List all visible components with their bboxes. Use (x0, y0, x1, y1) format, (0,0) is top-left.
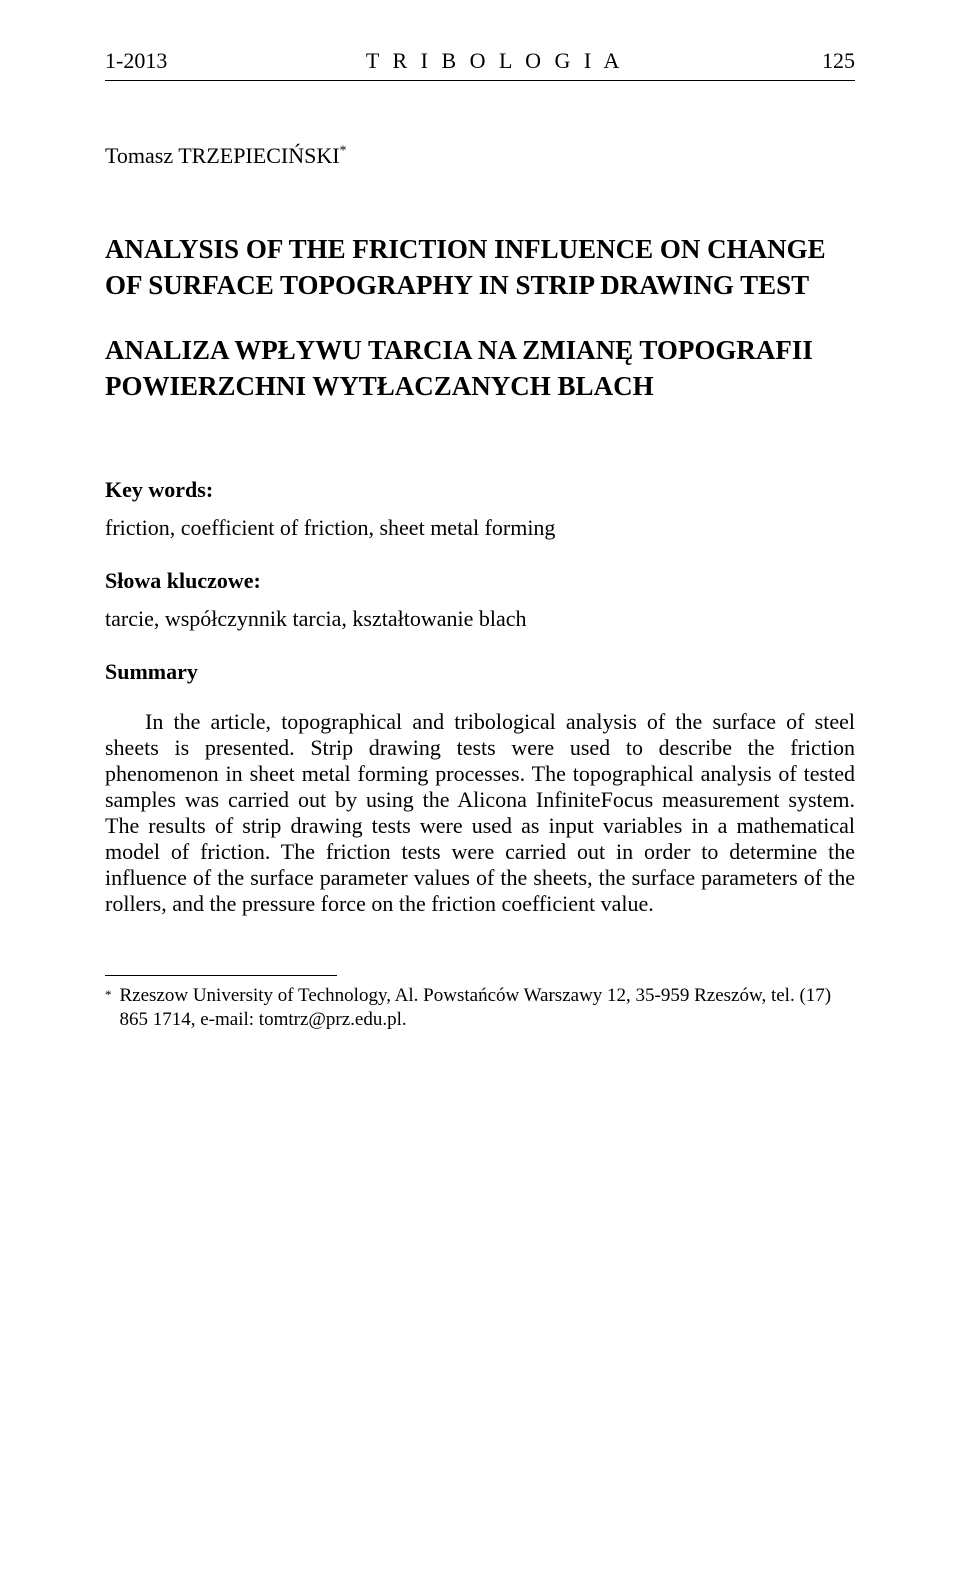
summary-body: In the article, topographical and tribol… (105, 709, 855, 917)
footnote-separator (105, 975, 337, 976)
journal-title: T R I B O L O G I A (366, 48, 624, 74)
keywords-pl-text: tarcie, współczynnik tarcia, kształtowan… (105, 606, 855, 631)
footnote-text: Rzeszow University of Technology, Al. Po… (120, 984, 856, 1032)
footnote-marker: * (105, 984, 112, 1032)
article-title-english: ANALYSIS OF THE FRICTION INFLUENCE ON CH… (105, 231, 855, 304)
keywords-en-text: friction, coefficient of friction, sheet… (105, 515, 855, 540)
author-name: Tomasz TRZEPIECIŃSKI (105, 143, 340, 168)
author-footnote-marker: * (340, 144, 347, 159)
page-header: 1-2013 T R I B O L O G I A 125 (105, 48, 855, 81)
issue-date: 1-2013 (105, 48, 167, 74)
page-number: 125 (822, 48, 855, 74)
article-title-polish: ANALIZA WPŁYWU TARCIA NA ZMIANĘ TOPOGRAF… (105, 332, 855, 405)
footnote: * Rzeszow University of Technology, Al. … (105, 984, 855, 1032)
summary-heading: Summary (105, 659, 855, 685)
author-line: Tomasz TRZEPIECIŃSKI* (105, 143, 855, 169)
keywords-pl-heading: Słowa kluczowe: (105, 568, 855, 594)
keywords-en-heading: Key words: (105, 477, 855, 503)
